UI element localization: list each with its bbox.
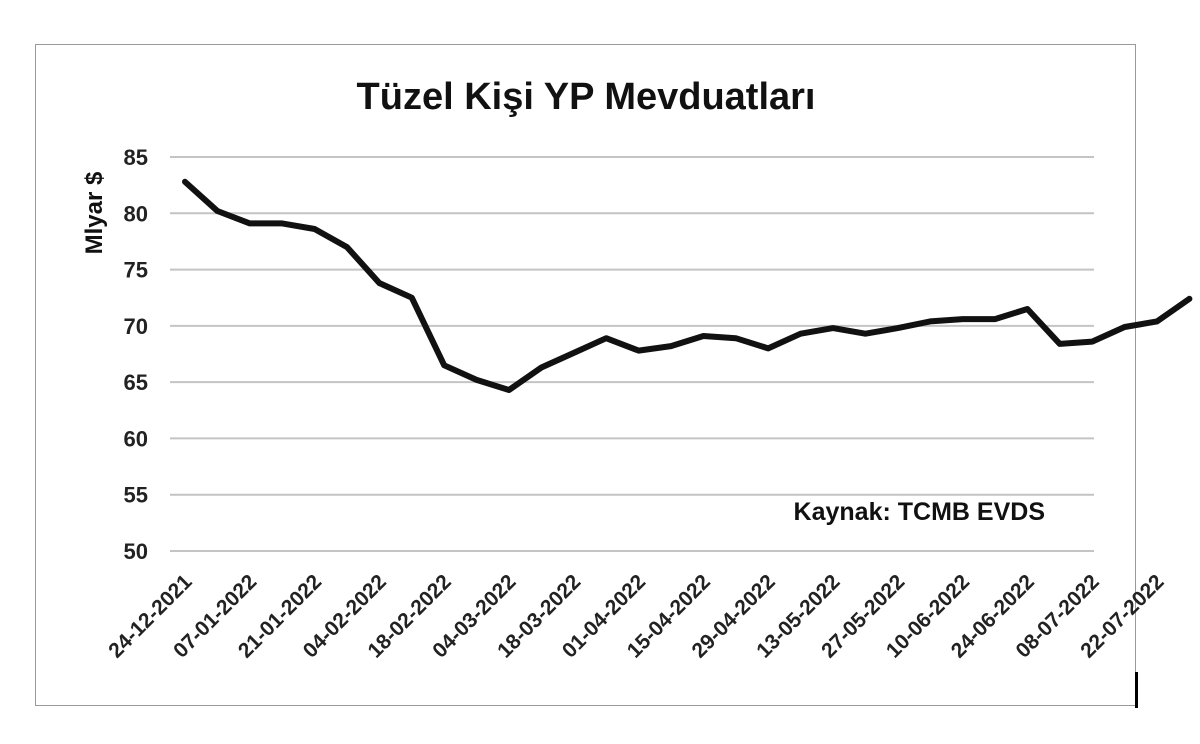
y-tick-label: 80 xyxy=(124,201,148,226)
y-axis-label: Mlyar $ xyxy=(81,171,108,254)
edge-mark xyxy=(1135,672,1138,708)
chart-title: Tüzel Kişi YP Mevduatları xyxy=(357,76,816,118)
y-tick-label: 70 xyxy=(124,314,148,339)
y-tick-label: 65 xyxy=(124,370,148,395)
y-tick-label: 50 xyxy=(124,539,148,564)
chart-frame xyxy=(35,44,1136,706)
y-tick-label: 60 xyxy=(124,426,148,451)
y-tick-label: 55 xyxy=(124,483,148,508)
series-line xyxy=(182,178,1193,393)
y-tick-label: 85 xyxy=(124,145,148,170)
y-tick-label: 75 xyxy=(124,258,148,283)
source-note: Kaynak: TCMB EVDS xyxy=(794,498,1045,526)
